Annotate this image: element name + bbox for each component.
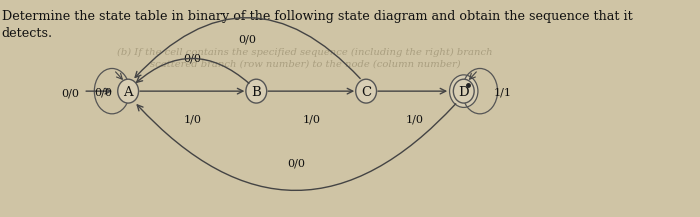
- Text: D: D: [458, 86, 469, 99]
- Circle shape: [454, 79, 474, 103]
- Text: scattered branch (row number) to the node (column number): scattered branch (row number) to the nod…: [150, 60, 461, 69]
- Text: (b) If the cell contains the specified sequence (including the right) branch: (b) If the cell contains the specified s…: [118, 48, 493, 57]
- Text: 1/0: 1/0: [302, 114, 320, 124]
- Text: B: B: [251, 86, 261, 99]
- Circle shape: [246, 79, 267, 103]
- Text: C: C: [361, 86, 371, 99]
- Text: 0/0: 0/0: [183, 53, 201, 63]
- Text: 1/0: 1/0: [406, 114, 424, 124]
- Text: A: A: [123, 86, 133, 99]
- Text: 1/1: 1/1: [494, 87, 512, 97]
- Text: Determine the state table in binary of the following state diagram and obtain th: Determine the state table in binary of t…: [1, 10, 633, 23]
- Text: 0/0: 0/0: [94, 87, 112, 97]
- Text: 0/0: 0/0: [61, 88, 79, 98]
- Text: detects.: detects.: [1, 27, 53, 40]
- Text: 0/0: 0/0: [238, 34, 256, 44]
- Text: 0/0: 0/0: [287, 158, 305, 168]
- Text: 1/0: 1/0: [183, 114, 201, 124]
- Circle shape: [356, 79, 377, 103]
- Circle shape: [449, 75, 478, 107]
- Circle shape: [118, 79, 139, 103]
